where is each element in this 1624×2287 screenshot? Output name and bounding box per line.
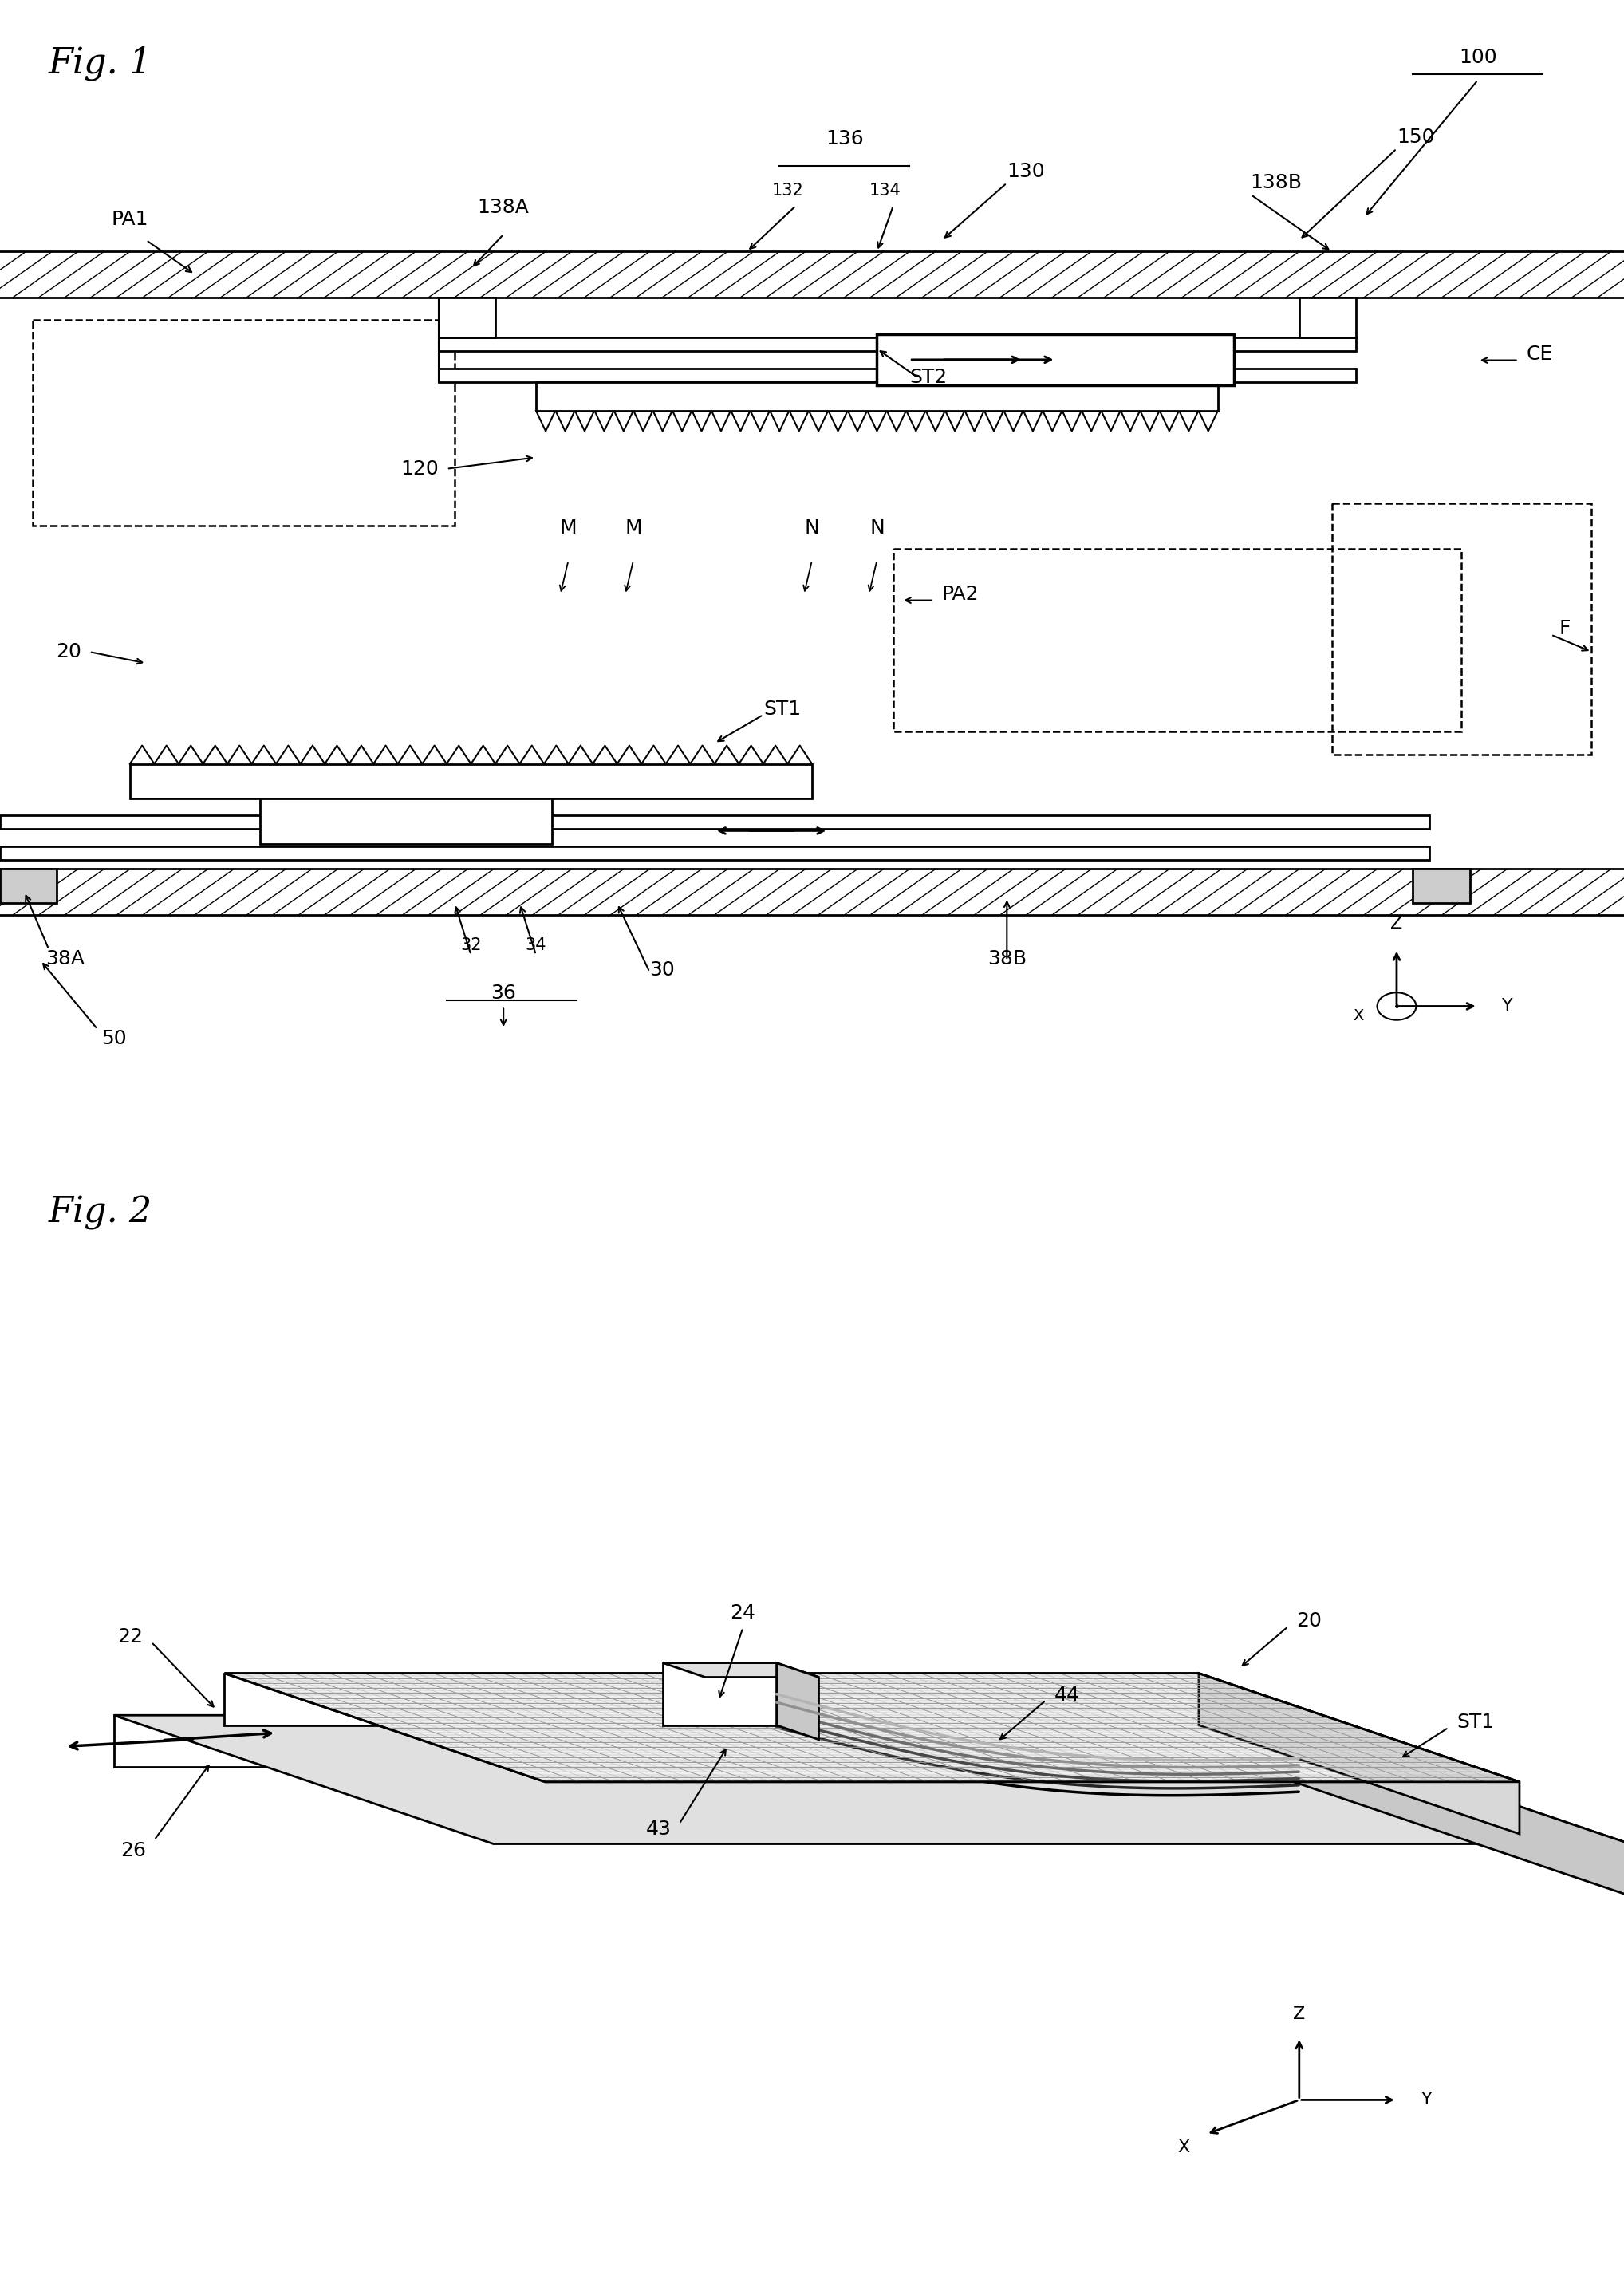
Text: ST2: ST2 [909,368,947,387]
Text: Z: Z [1293,2006,1306,2022]
Text: Y: Y [1421,2093,1432,2109]
Text: N: N [804,519,820,537]
Polygon shape [224,1674,1520,1782]
Text: PA2: PA2 [942,585,979,604]
Text: X: X [1353,1009,1364,1025]
Bar [1332,503,1592,755]
Text: 120: 120 [401,460,438,478]
Polygon shape [1250,1715,1624,1896]
Bar [0,869,57,903]
Text: M: M [625,519,641,537]
Bar [1299,297,1356,338]
Text: 36: 36 [490,983,516,1002]
Bar [260,798,552,844]
Bar [438,338,1356,350]
Text: 136: 136 [825,130,864,149]
Text: 100: 100 [1458,48,1497,66]
Text: 134: 134 [869,183,901,199]
Text: 38A: 38A [45,949,84,967]
Text: F: F [1559,620,1570,638]
Text: 150: 150 [1397,128,1434,146]
Bar [877,334,1234,384]
Polygon shape [663,1663,776,1724]
Text: 34: 34 [525,938,547,954]
Text: ST1: ST1 [1457,1713,1494,1731]
Text: 22: 22 [117,1628,143,1647]
Polygon shape [114,1715,1624,1843]
Bar [438,368,1356,382]
Polygon shape [776,1663,818,1740]
Bar [0,816,1429,830]
Bar [438,297,495,338]
Text: PA1: PA1 [112,210,148,229]
Text: 38B: 38B [987,949,1026,967]
Polygon shape [114,1715,1250,1768]
Text: 43: 43 [646,1820,671,1839]
Text: ST1: ST1 [763,700,801,718]
Text: N: N [869,519,885,537]
Text: 132: 132 [771,183,804,199]
Text: Fig. 1: Fig. 1 [49,46,153,80]
Text: 24: 24 [731,1603,755,1624]
Polygon shape [224,1674,1199,1724]
Text: X: X [1177,2138,1190,2154]
Text: 32: 32 [460,938,482,954]
Text: 20: 20 [55,643,81,661]
Text: 20: 20 [1296,1612,1322,1631]
Polygon shape [663,1663,818,1676]
Text: 50: 50 [101,1029,127,1047]
Circle shape [1377,993,1416,1020]
Text: Fig. 2: Fig. 2 [49,1196,153,1230]
Bar [1413,869,1470,903]
Bar [130,764,812,798]
Text: 138B: 138B [1250,174,1302,192]
Text: 30: 30 [650,961,676,979]
Text: 138A: 138A [477,199,529,217]
Text: M: M [560,519,577,537]
Polygon shape [1199,1674,1520,1834]
Text: 44: 44 [1054,1686,1080,1704]
Text: Y: Y [1502,999,1514,1013]
Bar [0,846,1429,860]
Text: Z: Z [1390,917,1403,933]
Bar [32,320,455,526]
Text: 26: 26 [120,1841,146,1859]
Bar [893,549,1462,732]
Text: 130: 130 [1007,162,1044,181]
Text: CE: CE [1527,345,1553,364]
Bar [536,382,1218,412]
